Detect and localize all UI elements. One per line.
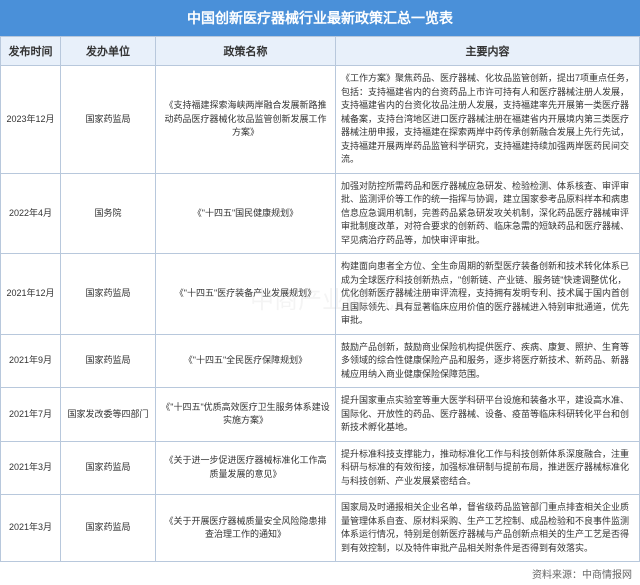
table-row: 2022年4月国务院《"十四五"国民健康规划》加强对防控所需药品和医疗器械应急研…	[1, 173, 640, 254]
col-header-content: 主要内容	[336, 37, 640, 66]
cell-content: 国家局及时通报相关企业名单，督省级药品监管部门重点排查相关企业质量管理体系自查、…	[336, 495, 640, 562]
cell-date: 2022年4月	[1, 173, 61, 254]
cell-content: 《工作方案》聚焦药品、医疗器械、化妆品监管创新，提出7项重点任务，包括：支持福建…	[336, 66, 640, 174]
cell-content: 构建面向患者全方位、全生命周期的新型医疗装备创新和技术转化体系已成为全球医疗科技…	[336, 254, 640, 335]
col-header-policy: 政策名称	[156, 37, 336, 66]
cell-org: 国务院	[61, 173, 156, 254]
table-row: 2023年12月国家药监局《支持福建探索海峡两岸融合发展新路推动药品医疗器械化妆…	[1, 66, 640, 174]
cell-policy: 《"十四五"国民健康规划》	[156, 173, 336, 254]
source-text: 资料来源：中商情报网	[0, 562, 640, 585]
table-row: 2021年3月国家药监局《关于进一步促进医疗器械标准化工作高质量发展的意见》提升…	[1, 441, 640, 495]
cell-policy: 《关于开展医疗器械质量安全风险隐患排查治理工作的通知》	[156, 495, 336, 562]
cell-content: 提升国家重点实验室等重大医学科研平台设施和装备水平，建设高水准、国际化、开放性的…	[336, 388, 640, 442]
cell-date: 2021年7月	[1, 388, 61, 442]
col-header-date: 发布时间	[1, 37, 61, 66]
cell-date: 2021年9月	[1, 334, 61, 388]
cell-org: 国家药监局	[61, 441, 156, 495]
table-row: 2021年7月国家发改委等四部门《"十四五"优质高效医疗卫生服务体系建设实施方案…	[1, 388, 640, 442]
cell-org: 国家药监局	[61, 334, 156, 388]
cell-policy: 《"十四五"医疗装备产业发展规划》	[156, 254, 336, 335]
page-title: 中国创新医疗器械行业最新政策汇总一览表	[0, 0, 640, 36]
cell-policy: 《"十四五"全民医疗保障规划》	[156, 334, 336, 388]
cell-date: 2021年3月	[1, 495, 61, 562]
cell-org: 国家药监局	[61, 254, 156, 335]
table-row: 2021年12月国家药监局《"十四五"医疗装备产业发展规划》构建面向患者全方位、…	[1, 254, 640, 335]
col-header-org: 发办单位	[61, 37, 156, 66]
cell-content: 鼓励产品创新，鼓励商业保险机构提供医疗、疾病、康复、照护、生育等多领域的综合性健…	[336, 334, 640, 388]
cell-date: 2021年12月	[1, 254, 61, 335]
cell-policy: 《"十四五"优质高效医疗卫生服务体系建设实施方案》	[156, 388, 336, 442]
table-row: 2021年9月国家药监局《"十四五"全民医疗保障规划》鼓励产品创新，鼓励商业保险…	[1, 334, 640, 388]
cell-policy: 《支持福建探索海峡两岸融合发展新路推动药品医疗器械化妆品监管创新发展工作方案》	[156, 66, 336, 174]
cell-content: 加强对防控所需药品和医疗器械应急研发、检验检测、体系核查、审评审批、监测评价等工…	[336, 173, 640, 254]
cell-policy: 《关于进一步促进医疗器械标准化工作高质量发展的意见》	[156, 441, 336, 495]
cell-content: 提升标准科技支撑能力，推动标准化工作与科技创新体系深度融合，注重科研与标准的有效…	[336, 441, 640, 495]
table-row: 2021年3月国家药监局《关于开展医疗器械质量安全风险隐患排查治理工作的通知》国…	[1, 495, 640, 562]
cell-date: 2023年12月	[1, 66, 61, 174]
cell-org: 国家药监局	[61, 66, 156, 174]
cell-date: 2021年3月	[1, 441, 61, 495]
policy-table: 发布时间 发办单位 政策名称 主要内容 2023年12月国家药监局《支持福建探索…	[0, 36, 640, 562]
cell-org: 国家药监局	[61, 495, 156, 562]
cell-org: 国家发改委等四部门	[61, 388, 156, 442]
